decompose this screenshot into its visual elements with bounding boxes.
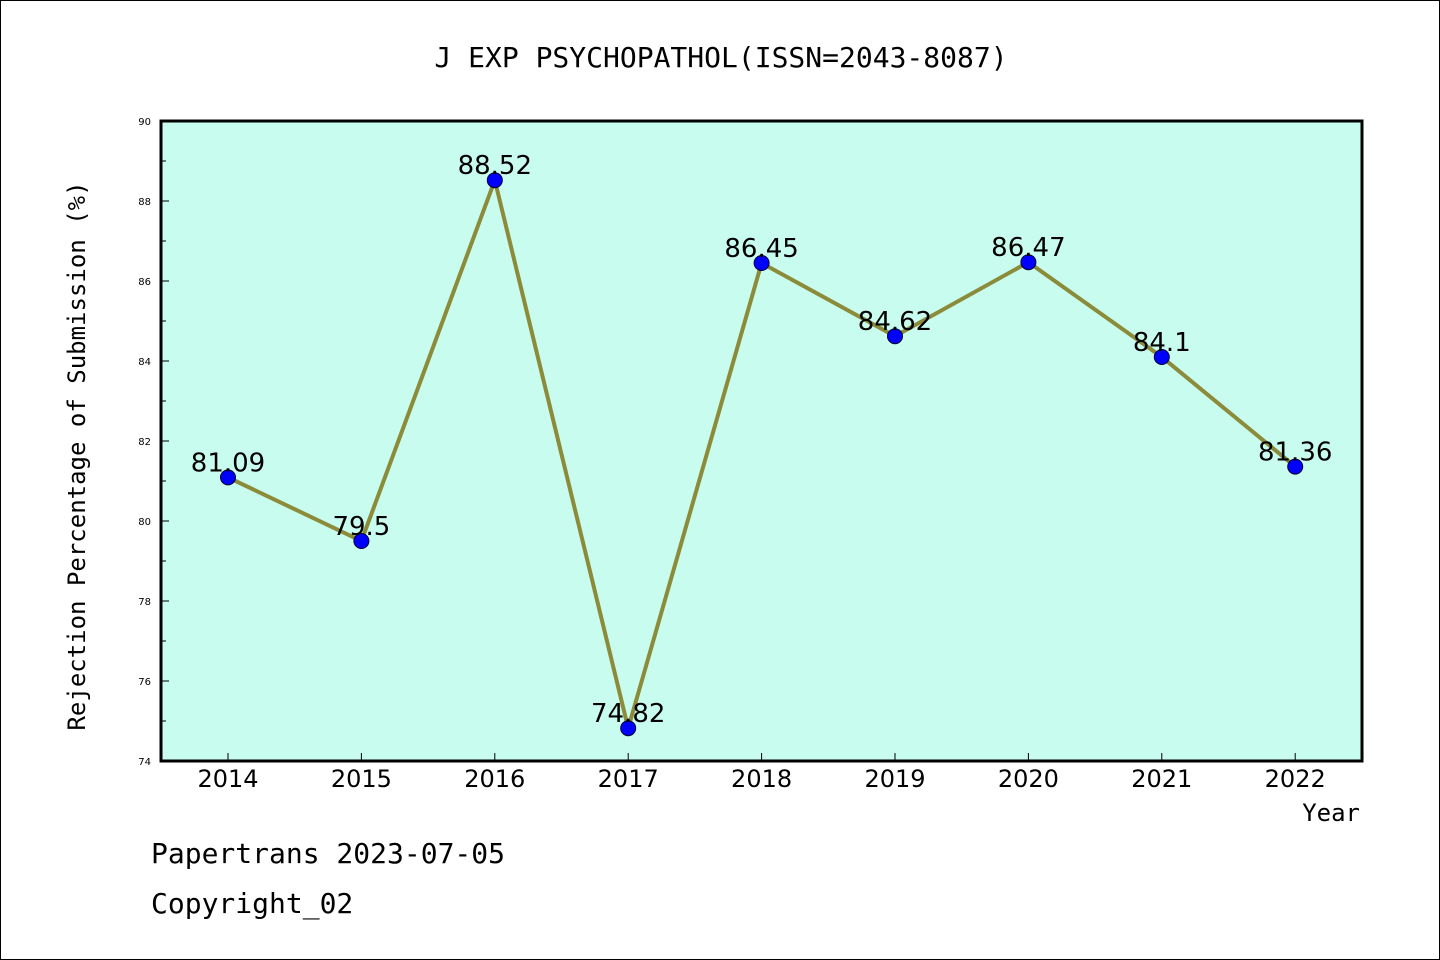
x-tick-label: 2014 [197,765,258,793]
y-tick-label: 74 [138,757,151,768]
data-label: 86.47 [991,233,1065,263]
data-label: 86.45 [724,234,798,264]
y-tick-label: 84 [138,357,151,368]
data-label: 84.62 [858,307,932,337]
data-point [620,720,637,737]
data-point [1287,458,1304,475]
x-tick-label: 2017 [598,765,659,793]
y-tick-label: 82 [138,437,151,448]
x-tick-label: 2020 [998,765,1059,793]
x-tick-label: 2016 [464,765,525,793]
data-point [220,469,236,486]
data-point [486,172,503,189]
data-label: 81.36 [1258,438,1332,468]
data-label: 88.52 [458,151,532,181]
y-tick-label: 90 [138,117,151,128]
data-label: 81.09 [191,448,265,478]
plot-frame [159,119,1364,763]
data-label: 79.5 [332,512,390,542]
x-axis-label: Year [1302,799,1360,827]
data-point [887,328,903,345]
footer-date-text: Papertrans 2023-07-05 [151,837,506,870]
data-point [353,533,370,549]
y-tick-label: 76 [138,677,151,688]
data-label: 84.1 [1133,328,1191,358]
data-point [1153,349,1170,365]
x-tick-label: 2022 [1265,765,1326,793]
data-label: 74.82 [591,699,665,729]
x-axis: 2014 2015 2016 2017 2018 2019 2020 2021 2022 [197,753,1326,793]
x-tick-label: 2021 [1131,765,1192,793]
x-tick-label: 2015 [331,765,392,793]
y-axis-label: Rejection Percentage of Submission (%) [63,181,91,730]
y-tick-label: 78 [138,597,151,608]
data-point [753,255,770,271]
data-point [1020,254,1037,271]
y-tick-label: 86 [138,277,151,288]
plot-area [161,121,1362,761]
footer-copyright-text: Copyright_02 [151,887,354,920]
y-axis: 74 76 78 80 82 84 86 88 90 [138,117,169,768]
x-tick-label: 2019 [864,765,925,793]
series-group [220,172,1304,737]
x-tick-label: 2018 [731,765,792,793]
chart-title: J EXP PSYCHOPATHOL(ISSN=2043-8087) [434,41,1007,74]
y-tick-label: 80 [138,517,151,528]
y-tick-label: 88 [138,197,151,208]
data-labels: 81.09 79.5 88.52 74.82 86.45 84.62 86.47 84.1 81… [191,151,1333,729]
